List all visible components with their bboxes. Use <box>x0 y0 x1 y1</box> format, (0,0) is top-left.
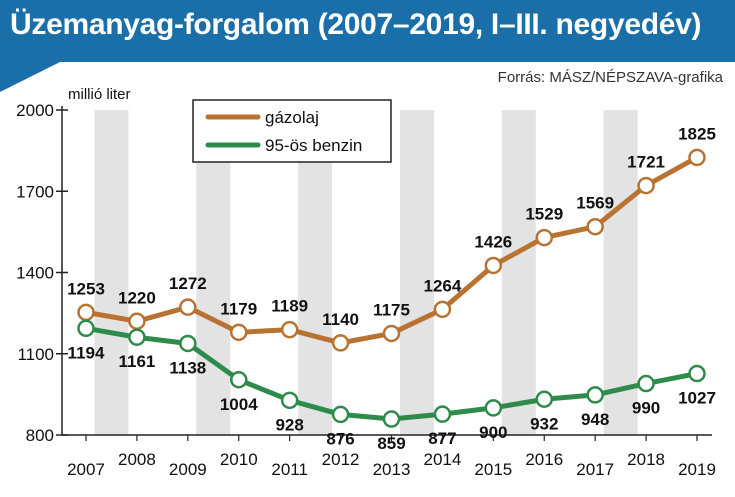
year-band <box>298 110 333 435</box>
petrol-point <box>433 405 452 423</box>
x-tick-label: 2012 <box>322 450 360 469</box>
diesel-data-label: 1220 <box>118 288 156 307</box>
diesel-point <box>230 323 248 342</box>
x-tick-label: 2018 <box>627 450 665 469</box>
diesel-data-label: 1189 <box>271 297 308 316</box>
year-band <box>603 110 638 435</box>
petrol-data-label: 1138 <box>169 358 206 377</box>
x-tick-label: 2014 <box>424 450 462 469</box>
petrol-data-label: 1027 <box>678 389 716 408</box>
y-axis-unit-label: millió liter <box>68 86 131 103</box>
petrol-point <box>382 410 401 428</box>
diesel-point <box>77 303 95 322</box>
petrol-point <box>484 399 503 417</box>
diesel-point <box>688 148 706 167</box>
petrol-data-label: 900 <box>479 423 507 442</box>
year-band <box>94 110 129 435</box>
petrol-data-label: 932 <box>530 414 558 433</box>
legend-label: 95-ös benzin <box>265 136 362 155</box>
x-tick-label: 2013 <box>373 460 411 479</box>
title-bar: Üzemanyag-forgalom (2007–2019, I–III. ne… <box>0 0 735 62</box>
chart-title: Üzemanyag-forgalom (2007–2019, I–III. ne… <box>10 8 702 41</box>
petrol-point <box>128 328 146 346</box>
y-tick-label: 1700 <box>16 182 54 201</box>
diesel-data-label: 1569 <box>576 194 614 213</box>
petrol-data-label: 859 <box>377 434 405 453</box>
petrol-data-label: 1194 <box>68 343 105 362</box>
y-tick-label: 1100 <box>17 345 54 364</box>
petrol-data-label: 1161 <box>118 352 155 371</box>
petrol-point <box>77 319 95 338</box>
petrol-point <box>179 334 197 353</box>
x-tick-label: 2008 <box>118 450 156 469</box>
x-tick-label: 2007 <box>67 460 105 479</box>
y-tick-label: 1400 <box>16 264 54 283</box>
diesel-data-label: 1426 <box>474 232 512 251</box>
x-tick-label: 2016 <box>525 450 563 469</box>
diesel-data-label: 1825 <box>678 124 716 143</box>
x-tick-label: 2010 <box>220 450 258 469</box>
title-notch <box>0 62 60 92</box>
source-credit: Forrás: MÁSZ/NÉPSZAVA-grafika <box>497 69 723 86</box>
year-band <box>399 110 434 435</box>
petrol-point <box>280 391 299 410</box>
diesel-data-label: 1721 <box>627 153 665 172</box>
year-band <box>501 110 536 435</box>
diesel-point <box>637 176 655 195</box>
diesel-point <box>484 256 503 275</box>
y-tick-label: 2000 <box>16 101 54 120</box>
diesel-point <box>128 312 146 330</box>
diesel-data-label: 1264 <box>424 276 462 295</box>
diesel-point <box>586 217 604 236</box>
diesel-data-label: 1175 <box>373 300 410 319</box>
x-tick-label: 2011 <box>271 460 308 479</box>
petrol-data-label: 948 <box>581 410 609 429</box>
diesel-data-label: 1529 <box>525 205 563 224</box>
year-band <box>196 110 231 435</box>
petrol-point <box>637 374 655 393</box>
diesel-point <box>535 228 553 247</box>
petrol-point <box>535 390 553 408</box>
petrol-point <box>586 386 604 404</box>
diesel-point <box>433 300 452 319</box>
diesel-data-label: 1253 <box>67 279 105 298</box>
petrol-data-label: 1004 <box>220 395 258 414</box>
diesel-data-label: 1140 <box>322 310 359 329</box>
diesel-point <box>331 334 350 352</box>
legend-label: gázolaj <box>265 108 319 127</box>
diesel-point <box>179 298 197 316</box>
petrol-point <box>688 364 706 383</box>
x-tick-label: 2019 <box>678 460 716 479</box>
x-tick-label: 2009 <box>169 460 207 479</box>
petrol-data-label: 876 <box>326 429 354 448</box>
diesel-data-label: 1179 <box>220 299 257 318</box>
diesel-data-label: 1272 <box>169 274 207 293</box>
legend-box <box>192 99 392 163</box>
diesel-point <box>280 320 299 339</box>
petrol-data-label: 928 <box>275 415 303 434</box>
diesel-point <box>382 324 401 343</box>
petrol-data-label: 990 <box>632 399 660 418</box>
petrol-data-label: 877 <box>428 429 456 448</box>
y-tick-label: 800 <box>26 426 54 445</box>
x-tick-label: 2017 <box>576 460 614 479</box>
petrol-point <box>331 405 350 424</box>
x-tick-label: 2015 <box>474 460 512 479</box>
petrol-point <box>230 371 248 389</box>
